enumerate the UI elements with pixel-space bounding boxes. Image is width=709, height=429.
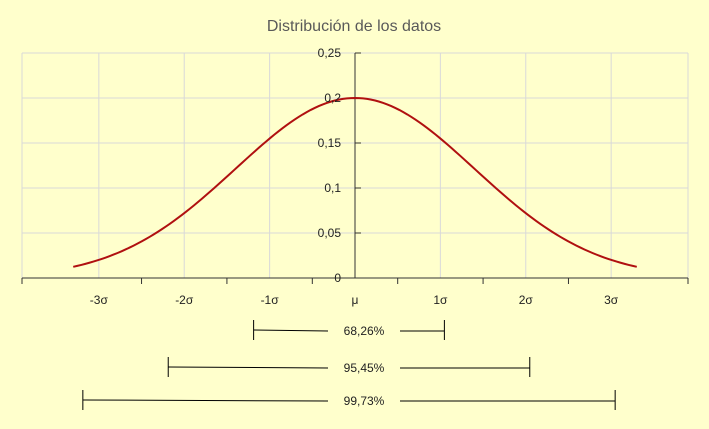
x-tick-label: -3σ (90, 293, 109, 307)
chart-title: Distribución de los datos (267, 18, 441, 35)
sigma-ranges: 68,26% 95,45% 99,73% (82, 320, 616, 410)
range-line-left (253, 329, 329, 332)
y-tick-label: 0,2 (324, 91, 341, 105)
range-line-left (168, 366, 329, 369)
distribution-curve (73, 96, 637, 268)
y-tick-label: 0,05 (318, 226, 342, 240)
x-tick-label: 2σ (519, 293, 534, 307)
range-line-left (82, 399, 329, 402)
y-tick-label: 0 (334, 271, 341, 285)
x-tick-label: 1σ (433, 293, 448, 307)
tick-labels: 0 0,05 0,1 0,15 0,2 0,25 -3σ -2σ -1σ μ 1σ 2σ 3σ (90, 46, 619, 307)
x-tick-label: μ (352, 293, 359, 307)
axes (21, 52, 689, 284)
x-tick-label: -2σ (175, 293, 194, 307)
x-tick-label: 3σ (604, 293, 619, 307)
y-tick-label: 0,1 (324, 181, 341, 195)
range-label: 68,26% (344, 324, 385, 338)
range-label: 99,73% (344, 394, 385, 408)
range-bracket: 68,26% (253, 320, 445, 340)
range-bracket: 95,45% (167, 357, 531, 377)
range-label: 95,45% (344, 361, 385, 375)
y-tick-label: 0,15 (318, 136, 342, 150)
y-tick-label: 0,25 (318, 46, 342, 60)
x-tick-label: -1σ (261, 293, 280, 307)
series-curve (73, 96, 637, 268)
range-bracket: 99,73% (82, 390, 616, 410)
